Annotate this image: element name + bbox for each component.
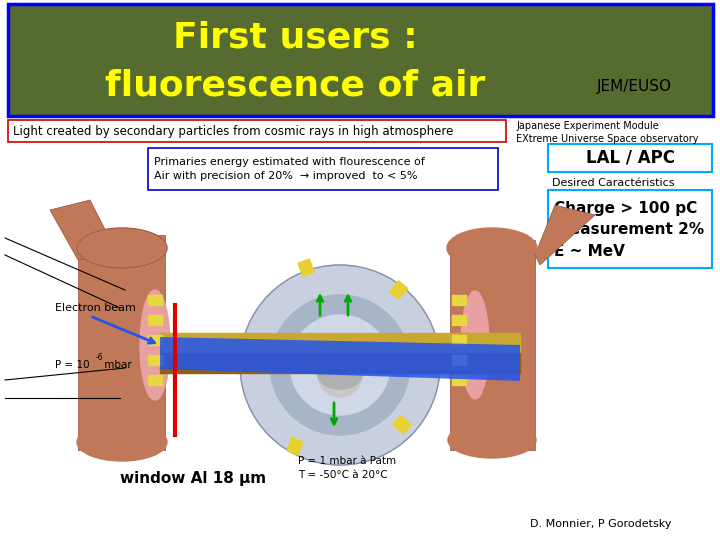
Bar [452,335,466,345]
FancyBboxPatch shape [548,190,712,268]
Text: mbar: mbar [101,360,132,370]
Text: Electron beam: Electron beam [55,303,136,313]
FancyBboxPatch shape [148,148,498,190]
Text: Desired Caractéristics: Desired Caractéristics [552,178,675,188]
Bar [160,353,520,373]
Polygon shape [535,205,595,265]
Circle shape [270,295,410,435]
Text: P = 1 mbar à Patm
T = -50°C à 20°C: P = 1 mbar à Patm T = -50°C à 20°C [298,456,396,480]
Text: P = 10: P = 10 [55,360,89,370]
Bar [392,416,411,434]
Bar [148,315,162,325]
Bar [160,333,520,353]
Polygon shape [50,200,118,260]
Ellipse shape [465,254,515,429]
Bar [148,295,162,305]
Bar [148,335,162,345]
Bar [452,375,466,385]
Text: LAL / APC: LAL / APC [585,149,675,167]
FancyBboxPatch shape [0,200,550,520]
Ellipse shape [77,423,167,461]
Polygon shape [450,240,535,450]
Text: window Al 18 μm: window Al 18 μm [120,470,266,485]
Circle shape [290,315,390,415]
Ellipse shape [318,361,362,389]
Text: Primaries energy estimated with flourescence of
Air with precision of 20%  → imp: Primaries energy estimated with flouresc… [154,157,425,181]
Bar [298,259,314,276]
Circle shape [240,265,440,465]
Ellipse shape [448,422,536,458]
Text: JEM/EUSO: JEM/EUSO [596,79,672,94]
Circle shape [318,353,362,397]
Ellipse shape [447,228,537,268]
Bar [452,355,466,365]
Ellipse shape [77,228,167,268]
Bar [390,281,408,299]
Text: Japanese Experiment Module
EXtreme Universe Space observatory: Japanese Experiment Module EXtreme Unive… [516,121,698,144]
Polygon shape [160,337,520,381]
Text: -6: -6 [96,354,104,362]
Polygon shape [78,235,165,450]
FancyBboxPatch shape [8,120,506,142]
Text: Light created by secondary particles from cosmic rays in high atmosphere: Light created by secondary particles fro… [13,125,454,138]
Text: Charge > 100 pC
measurement 2%
E ~ MeV: Charge > 100 pC measurement 2% E ~ MeV [554,201,704,259]
Bar [287,437,303,455]
Bar [148,375,162,385]
Bar [148,355,162,365]
Text: First users :: First users : [173,21,418,55]
Ellipse shape [140,290,170,400]
Bar [452,315,466,325]
Bar [452,295,466,305]
Ellipse shape [94,252,150,432]
FancyBboxPatch shape [548,144,712,172]
Text: fluorescence of air: fluorescence of air [105,68,485,102]
Ellipse shape [461,291,489,399]
FancyBboxPatch shape [8,4,713,116]
Text: D. Monnier, P Gorodetsky: D. Monnier, P Gorodetsky [530,519,672,529]
